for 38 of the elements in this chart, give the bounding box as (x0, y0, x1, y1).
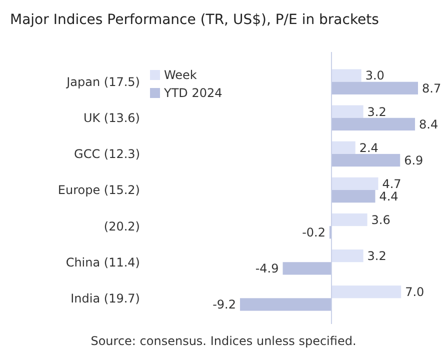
y-tick-label: China (11.4) (66, 255, 140, 270)
data-label: 4.4 (379, 190, 398, 204)
bar (331, 213, 368, 226)
source-note: Source: consensus. Indices unless specified. (90, 334, 356, 348)
legend-label: Week (164, 68, 197, 82)
legend-label: YTD 2024 (163, 86, 222, 100)
data-label: 8.4 (419, 117, 438, 132)
y-tick-label: India (19.7) (70, 291, 140, 306)
y-tick-label: Europe (15.2) (58, 183, 140, 198)
bar (331, 105, 364, 118)
data-label: 7.0 (405, 285, 424, 300)
bar (331, 82, 418, 94)
bar (331, 141, 356, 154)
data-label: -0.2 (302, 226, 326, 240)
data-label: 3.0 (365, 68, 384, 83)
bar (331, 118, 416, 131)
bar (331, 177, 378, 190)
data-label: -9.2 (212, 298, 236, 312)
y-tick-label: GCC (12.3) (74, 147, 140, 162)
y-tick-label: UK (13.6) (83, 111, 140, 126)
data-label: 3.6 (371, 212, 390, 227)
bar (240, 298, 332, 311)
bar (331, 249, 364, 262)
y-tick-label: Japan (17.5) (66, 75, 140, 90)
data-label: 3.2 (367, 104, 386, 119)
data-label: 8.7 (422, 81, 442, 96)
bar (331, 190, 376, 203)
y-tick-label: (20.2) (104, 219, 140, 234)
data-label: 3.2 (367, 249, 386, 264)
data-label: 2.4 (359, 140, 378, 155)
data-label: 4.7 (382, 176, 402, 191)
bar (282, 262, 332, 275)
bar (331, 69, 362, 82)
bar (331, 286, 402, 298)
data-label: -4.9 (255, 262, 279, 276)
data-label: 6.9 (404, 153, 424, 168)
bar (331, 154, 400, 167)
chart-title: Major Indices Performance (TR, US$), P/E in brackets (10, 12, 379, 28)
